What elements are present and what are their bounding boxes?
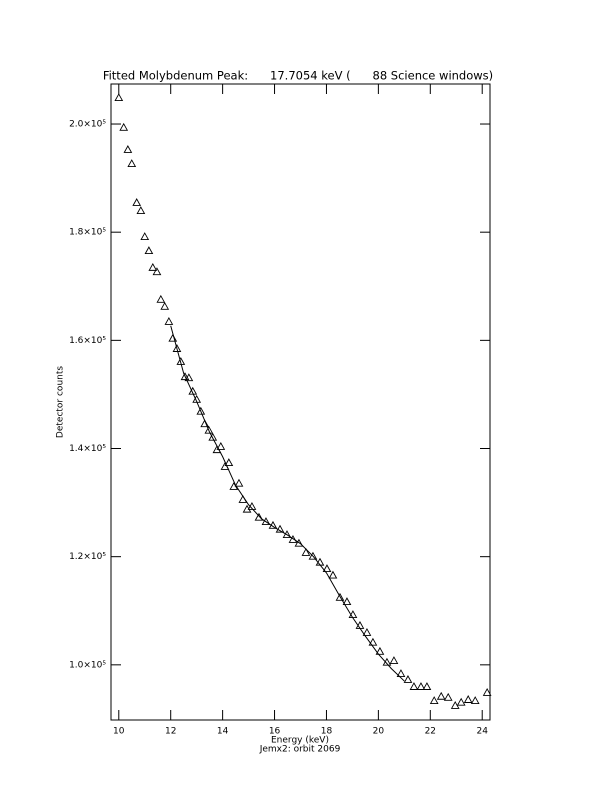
x-tick-label: 18	[321, 727, 333, 737]
data-point	[470, 696, 480, 705]
data-point	[396, 669, 406, 677]
data-point	[429, 696, 439, 705]
data-point	[144, 246, 154, 255]
data-point	[282, 530, 292, 538]
x-tick-label: 14	[217, 727, 229, 737]
x-axis-label: Energy (keV)	[271, 736, 329, 746]
data-point	[132, 198, 142, 206]
data-point	[156, 294, 166, 303]
data-point	[200, 419, 210, 428]
y-tick-label: 1.8×10⁵	[69, 228, 106, 238]
data-point	[335, 592, 345, 601]
y-tick-label: 1.2×10⁵	[69, 552, 106, 562]
data-point	[362, 628, 372, 636]
data-point	[254, 512, 264, 521]
y-tick-label: 1.0×10⁵	[69, 660, 106, 670]
data-point	[140, 232, 150, 241]
y-axis-label: Detector counts	[56, 366, 66, 438]
data-point	[294, 538, 304, 547]
data-point	[216, 441, 226, 450]
x-tick-label: 10	[113, 727, 125, 737]
data-point	[168, 333, 178, 342]
chart-title: Fitted Molybdenum Peak: 17.7054 keV ( 88…	[103, 69, 493, 83]
data-point	[308, 551, 318, 560]
data-point	[184, 373, 194, 382]
data-point	[342, 597, 352, 606]
data-point	[180, 372, 190, 381]
data-point	[196, 406, 206, 415]
data-point	[288, 534, 298, 543]
data-point	[322, 564, 332, 573]
data-point	[148, 262, 158, 271]
plot-frame	[110, 83, 491, 721]
x-tick-label: 24	[476, 727, 488, 737]
data-point	[450, 701, 460, 709]
data-point	[119, 122, 129, 131]
data-point	[152, 267, 162, 276]
data-point	[389, 656, 399, 665]
x-tick-label: 22	[425, 727, 436, 737]
x-tick-label: 20	[373, 727, 385, 737]
data-point	[375, 646, 385, 655]
data-point	[160, 301, 170, 310]
data-point	[114, 93, 124, 102]
data-point	[482, 688, 492, 696]
data-point	[164, 317, 174, 325]
data-point	[409, 682, 419, 690]
data-point	[443, 692, 453, 701]
y-tick-label: 1.6×10⁵	[69, 336, 106, 346]
data-point	[275, 524, 285, 533]
y-tick-label: 2.0×10⁵	[69, 120, 106, 130]
data-point	[328, 570, 338, 579]
data-point	[208, 432, 218, 441]
data-point	[172, 344, 182, 352]
data-point	[234, 478, 244, 487]
data-point	[403, 675, 413, 683]
data-point	[136, 206, 146, 215]
x-tick-label: 12	[165, 727, 176, 737]
x-tick-label: 16	[269, 727, 281, 737]
data-point	[127, 159, 137, 167]
data-point	[301, 547, 311, 556]
data-point	[204, 425, 214, 434]
subtitle: Jemx2: orbit 2069	[259, 745, 341, 755]
fit-line	[170, 325, 405, 682]
data-point	[456, 697, 466, 706]
data-point	[463, 695, 473, 703]
data-point	[261, 517, 271, 526]
data-point	[436, 691, 446, 700]
y-tick-label: 1.4×10⁵	[69, 444, 106, 454]
data-point	[224, 458, 234, 467]
data-point	[422, 682, 432, 690]
data-point	[368, 637, 378, 646]
data-point	[123, 145, 133, 153]
data-point	[416, 682, 426, 690]
